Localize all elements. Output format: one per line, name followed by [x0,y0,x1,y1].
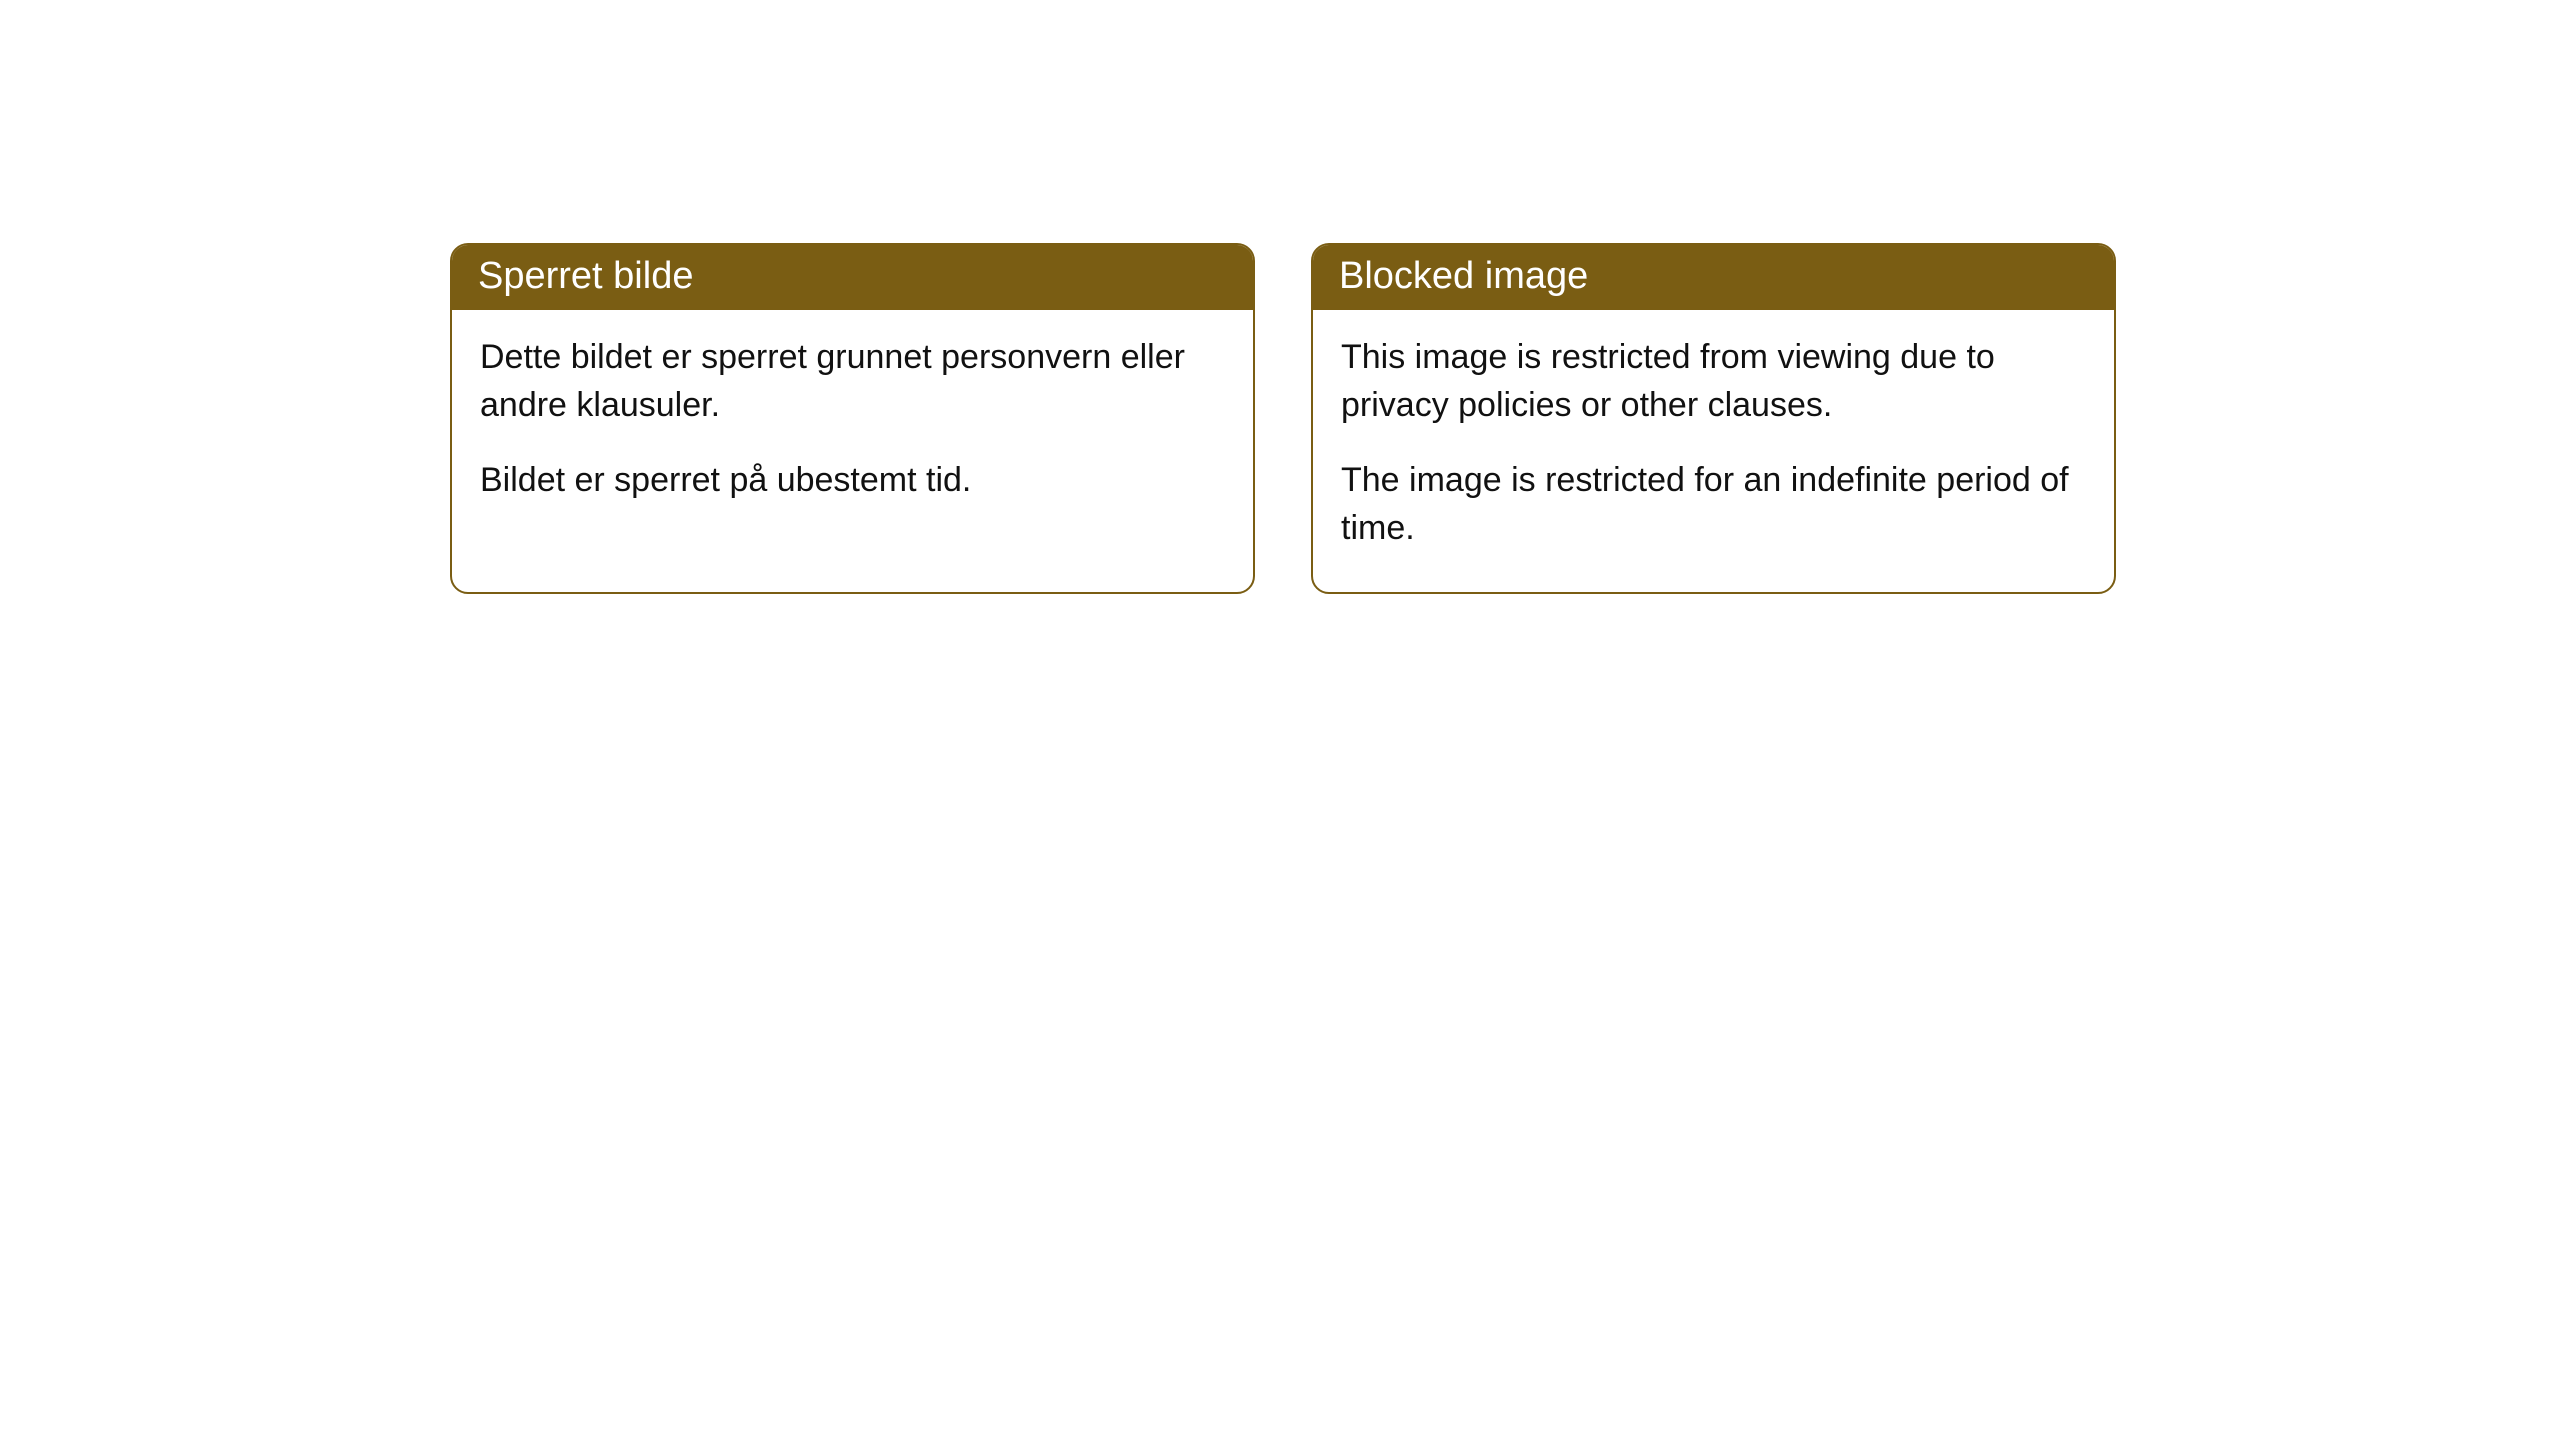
card-paragraph: This image is restricted from viewing du… [1341,334,2086,429]
card-body: Dette bildet er sperret grunnet personve… [452,310,1253,545]
card-paragraph: The image is restricted for an indefinit… [1341,457,2086,552]
notice-cards-container: Sperret bilde Dette bildet er sperret gr… [450,243,2116,594]
card-paragraph: Bildet er sperret på ubestemt tid. [480,457,1225,505]
blocked-image-card-no: Sperret bilde Dette bildet er sperret gr… [450,243,1255,594]
card-paragraph: Dette bildet er sperret grunnet personve… [480,334,1225,429]
card-body: This image is restricted from viewing du… [1313,310,2114,592]
blocked-image-card-en: Blocked image This image is restricted f… [1311,243,2116,594]
card-header: Blocked image [1313,245,2114,310]
card-header: Sperret bilde [452,245,1253,310]
